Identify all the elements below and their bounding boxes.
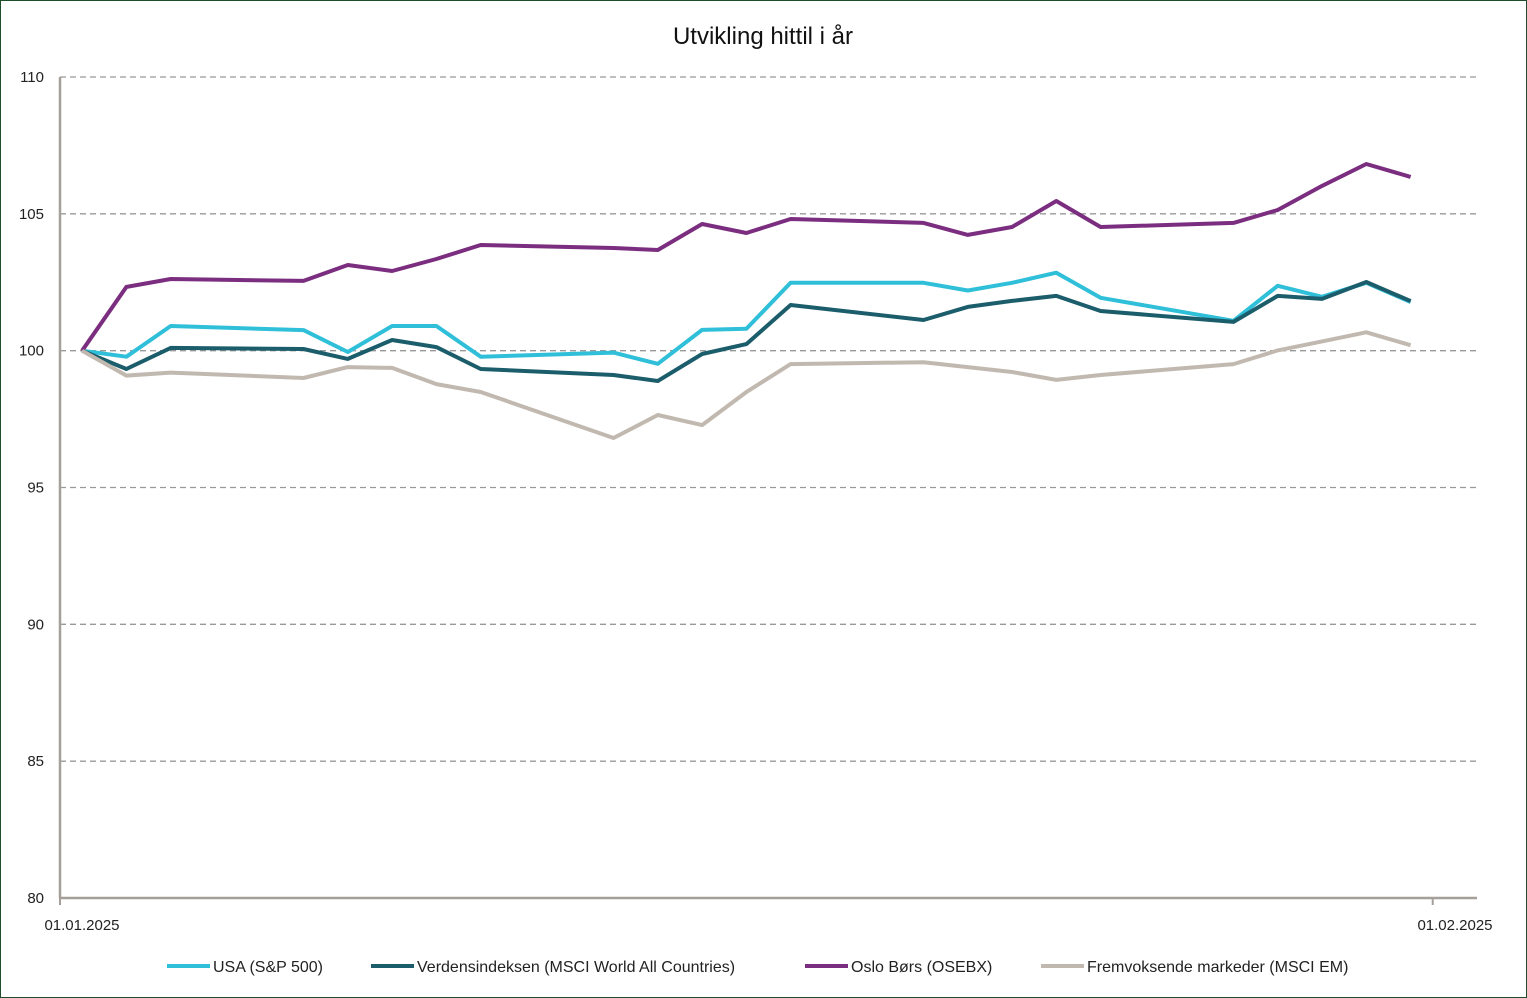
y-tick-label: 100 [19, 343, 44, 360]
series-line-3 [81, 330, 1412, 440]
series-line-1 [81, 280, 1412, 383]
series-line-0 [81, 270, 1412, 366]
x-tick-label: 01.01.2025 [44, 917, 119, 934]
legend-label: USA (S&P 500) [213, 959, 323, 976]
legend-label: Oslo Børs (OSEBX) [851, 959, 992, 976]
legend-label: Fremvoksende markeder (MSCI EM) [1087, 959, 1348, 976]
y-tick-label: 110 [20, 69, 44, 86]
x-tick-label: 01.02.2025 [1417, 917, 1492, 934]
y-tick-label: 80 [27, 890, 44, 907]
y-tick-label: 95 [27, 480, 44, 497]
y-tick-label: 105 [19, 206, 44, 223]
legend-label: Verdensindeksen (MSCI World All Countrie… [417, 959, 735, 976]
y-tick-label: 90 [27, 616, 44, 633]
series-line-2 [80, 162, 1412, 352]
chart-title: Utvikling hittil i år [673, 23, 853, 50]
y-tick-label: 85 [27, 753, 44, 770]
